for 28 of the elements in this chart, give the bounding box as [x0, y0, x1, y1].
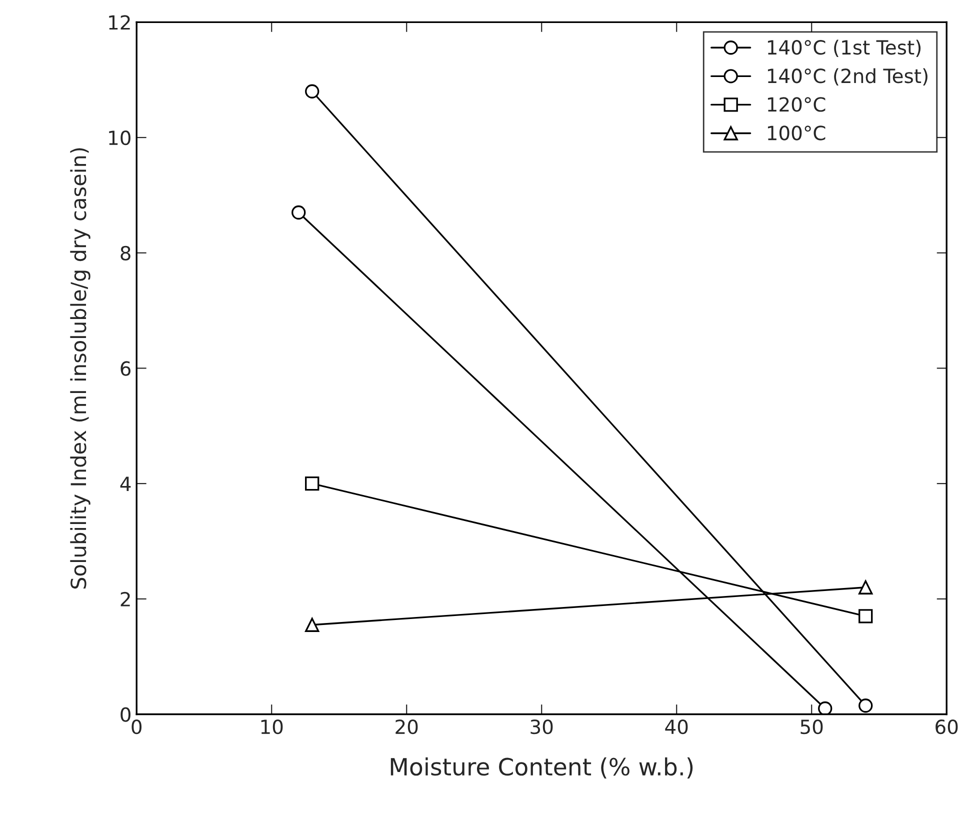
x-tick-label: 10: [261, 719, 283, 734]
point: [858, 580, 873, 594]
y-tick-label: 8: [120, 246, 130, 261]
y-axis-title: Solubility Index (ml insoluble/g dry casein): [70, 148, 90, 589]
point: [292, 205, 306, 220]
legend-label: 120°C: [768, 97, 826, 112]
y-tick-label: 12: [109, 15, 130, 30]
x-tick-label: 0: [132, 719, 142, 734]
point: [305, 618, 320, 632]
point: [858, 609, 873, 624]
legend-label: 100°C: [768, 126, 826, 140]
x-tick-label: 40: [665, 719, 688, 734]
y-tick-label: 10: [109, 130, 130, 146]
legend-label: 140°C (1st Test): [768, 40, 921, 58]
point: [858, 698, 873, 713]
point: [818, 701, 832, 714]
x-tick-label: 20: [396, 719, 418, 734]
x-tick-label: 50: [800, 719, 823, 734]
y-tick-label: 0: [120, 707, 130, 722]
legend-label: 140°C (2nd Test): [768, 68, 928, 86]
x-tick-label: 30: [530, 719, 553, 734]
point: [305, 84, 320, 98]
point: [305, 476, 320, 491]
y-tick-label: 6: [120, 361, 131, 376]
y-tick-label: 4: [120, 476, 131, 491]
x-tick-label: 60: [936, 719, 958, 734]
x-axis-title: Moisture Content (% w.b.): [390, 757, 693, 778]
y-tick-label: 2: [120, 592, 130, 606]
